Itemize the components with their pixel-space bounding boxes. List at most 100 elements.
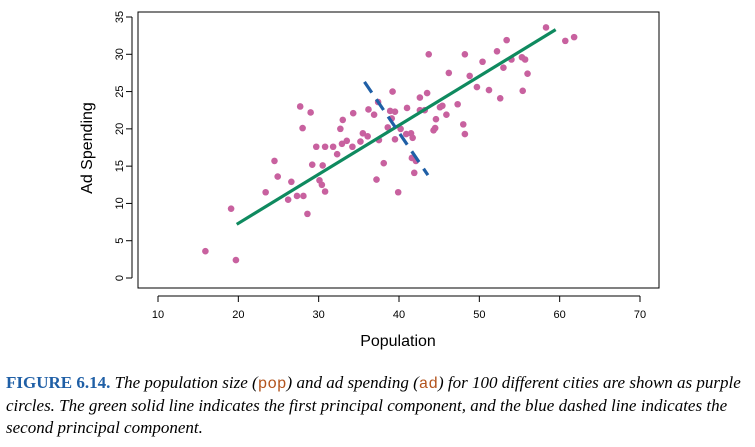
data-point [232, 256, 240, 264]
data-point [337, 125, 344, 133]
data-point [299, 124, 306, 132]
y-axis-title: Ad Spending [79, 102, 96, 194]
x-tick-label: 40 [393, 309, 405, 321]
chart-area: 10 20 30 40 50 60 70 0 5 10 15 20 25 30 35 Population… [79, 11, 660, 350]
data-point [284, 196, 292, 203]
data-point [304, 210, 311, 218]
caption-text-2: ) and ad spending ( [286, 373, 419, 392]
first-principal-component-line [235, 28, 557, 226]
data-point [454, 100, 461, 108]
data-point [423, 89, 431, 97]
data-point [519, 87, 527, 95]
data-point [479, 58, 486, 66]
x-tick-label: 70 [634, 309, 646, 321]
y-tick-label: 0 [114, 275, 126, 281]
data-point [493, 48, 501, 55]
data-point [227, 205, 235, 212]
data-point [394, 188, 402, 196]
data-point [461, 50, 469, 58]
y-tick-label: 35 [114, 11, 126, 23]
x-axis-title: Population [360, 333, 436, 350]
caption-code-pop: pop [257, 375, 287, 393]
data-point [431, 124, 439, 132]
plot-frame [137, 11, 660, 289]
x-tick-label: 50 [473, 309, 485, 321]
y-tick-label: 20 [114, 123, 126, 135]
data-point [308, 161, 316, 168]
data-point [521, 56, 529, 63]
data-point [307, 109, 314, 116]
data-point [459, 121, 467, 128]
data-point [445, 69, 453, 77]
y-axis: 0 5 10 15 20 25 30 35 [114, 11, 133, 281]
second-principal-component-line [363, 80, 430, 176]
data-point [391, 108, 399, 116]
scatter-chart: 10 20 30 40 50 60 70 0 5 10 15 20 25 30 35 Population… [79, 11, 660, 350]
data-point [288, 178, 295, 186]
x-tick-label: 20 [232, 309, 244, 321]
data-point [319, 162, 326, 169]
data-point [343, 137, 351, 145]
data-point [359, 130, 367, 137]
data-point [202, 247, 209, 255]
data-point [496, 94, 504, 102]
data-point [364, 133, 371, 140]
data-point [312, 143, 320, 151]
data-point [384, 124, 392, 131]
data-point [432, 115, 440, 123]
data-point [300, 192, 307, 200]
figure-caption: FIGURE 6.14. The population size (pop) a… [6, 372, 751, 439]
data-point [318, 181, 326, 189]
y-tick-label: 25 [114, 85, 126, 97]
data-point [262, 188, 269, 196]
data-point [349, 143, 356, 151]
data-point [389, 88, 396, 95]
data-point [321, 188, 329, 195]
data-point [570, 33, 578, 41]
data-point [333, 150, 341, 158]
caption-code-ad: ad [418, 375, 438, 393]
data-point [296, 103, 304, 110]
data-point [409, 134, 416, 142]
data-point [370, 111, 378, 118]
data-point [338, 140, 346, 148]
data-point [403, 104, 411, 112]
data-point [500, 64, 507, 72]
data-point [321, 143, 329, 151]
x-tick-label: 60 [554, 309, 566, 321]
data-point [416, 94, 424, 101]
data-point [443, 111, 450, 118]
data-point [485, 86, 493, 94]
data-point [339, 116, 347, 124]
data-point [271, 157, 278, 165]
caption-text-3: ) for 100 different cities are shown as … [6, 373, 741, 437]
data-point [503, 36, 510, 44]
data-point [524, 70, 531, 77]
data-point [329, 143, 337, 151]
x-tick-label: 10 [152, 309, 164, 321]
data-point [391, 135, 399, 143]
data-point [461, 130, 469, 138]
y-tick-label: 10 [114, 197, 126, 209]
data-point [293, 192, 301, 200]
data-point [561, 37, 569, 45]
data-point [349, 109, 357, 117]
y-tick-label: 15 [114, 160, 126, 172]
data-point [373, 176, 380, 183]
y-tick-label: 30 [114, 48, 126, 60]
data-point [542, 24, 550, 31]
data-point [410, 169, 418, 177]
series-layer [202, 24, 578, 264]
data-point [425, 50, 433, 58]
caption-figure-label: FIGURE 6.14. [6, 373, 111, 392]
y-tick-label: 5 [114, 238, 126, 244]
data-point [365, 106, 372, 113]
data-point [380, 159, 388, 167]
data-point [357, 138, 364, 145]
data-point [473, 83, 481, 91]
caption-text-1: The population size ( [114, 373, 258, 392]
x-axis: 10 20 30 40 50 60 70 [152, 295, 646, 321]
data-point [397, 125, 404, 133]
data-point [439, 102, 446, 110]
data-point [466, 72, 473, 80]
